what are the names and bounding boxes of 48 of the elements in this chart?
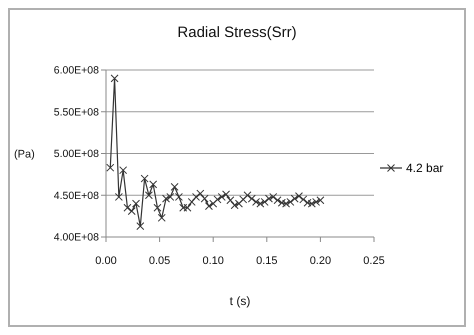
point — [316, 196, 324, 204]
point — [209, 200, 218, 208]
x-tick-label: 0.05 — [148, 254, 170, 267]
x-tick-label: 0.00 — [95, 254, 117, 267]
y-tick-label: 6.00E+08 — [54, 64, 100, 77]
point — [106, 164, 114, 172]
x-tick-label: 0.20 — [310, 254, 332, 267]
point — [162, 194, 170, 203]
y-axis-title: (Pa) — [14, 148, 35, 160]
point — [256, 200, 264, 208]
point — [213, 195, 222, 204]
point — [110, 74, 119, 82]
point — [132, 200, 140, 208]
x-tick-label: 0.25 — [363, 254, 385, 267]
point — [140, 174, 149, 183]
x-tick-label: 0.10 — [202, 254, 224, 267]
point — [226, 196, 234, 204]
y-tick-label: 4.50E+08 — [54, 190, 100, 202]
point — [158, 214, 166, 222]
point — [149, 180, 158, 188]
point — [114, 192, 123, 201]
point — [230, 201, 239, 210]
chart-title: Radial Stress(Srr) — [176, 24, 298, 41]
point — [144, 191, 153, 200]
point — [128, 207, 136, 216]
point — [179, 204, 188, 212]
point — [218, 192, 226, 201]
point — [136, 222, 144, 230]
point — [153, 204, 162, 212]
point — [183, 204, 192, 212]
point — [204, 202, 213, 210]
point — [119, 166, 128, 174]
point — [123, 204, 132, 212]
point — [294, 192, 303, 200]
point — [196, 190, 204, 198]
y-tick-label: 5.50E+08 — [54, 106, 100, 118]
point — [269, 192, 278, 201]
point — [244, 191, 252, 200]
y-tick-label: 5.00E+08 — [54, 148, 100, 160]
point — [170, 182, 179, 191]
point — [188, 198, 196, 206]
x-tick-label: 0.15 — [256, 254, 278, 267]
point — [234, 200, 243, 208]
y-tick-label: 4.00E+08 — [54, 232, 100, 244]
x-axis-title: t (s) — [230, 294, 250, 308]
point — [308, 200, 316, 208]
point — [222, 190, 230, 198]
legend-label: 4.2 bar — [406, 160, 444, 174]
